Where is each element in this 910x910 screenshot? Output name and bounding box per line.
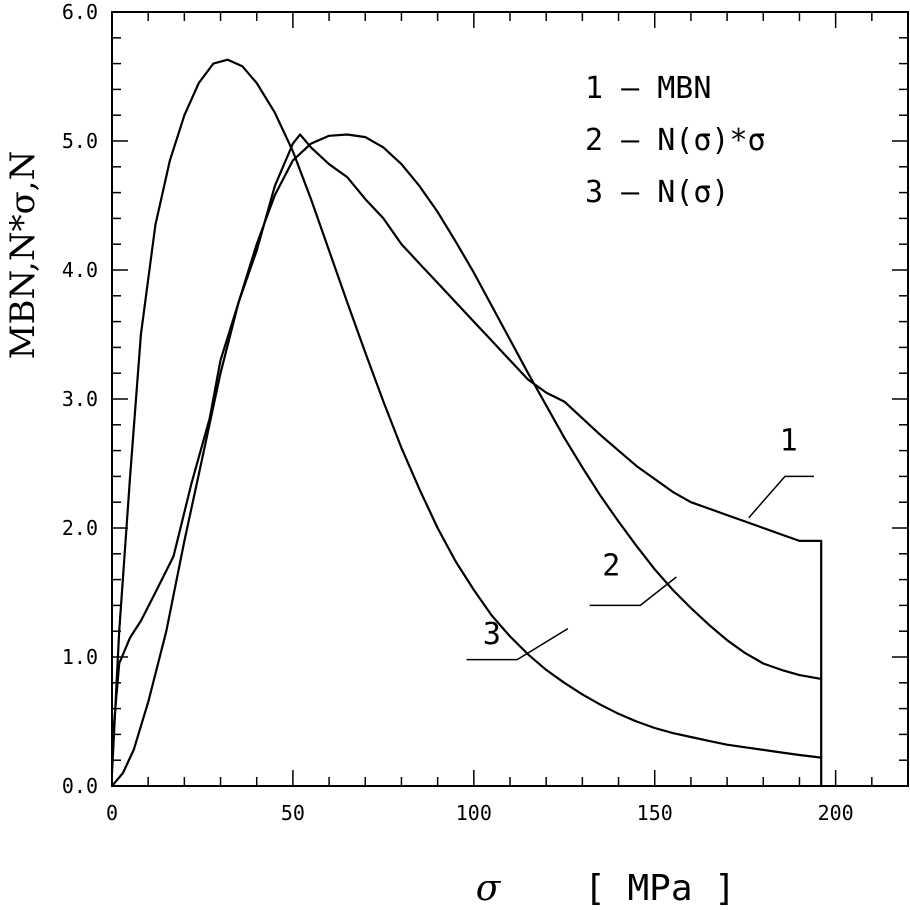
x-tick-label: 0 [106,801,118,825]
curve-3-number: 3 [483,617,501,652]
y-axis-label: MBN,N*σ,N [3,151,43,360]
y-tick-label: 0.0 [62,774,98,798]
plot-frame [111,11,909,787]
curve-2-leader [589,576,677,607]
series-line-3 [110,58,823,775]
y-tick-label: 2.0 [62,516,98,540]
y-tick-label: 1.0 [62,645,98,669]
x-tick-label: 50 [281,801,305,825]
curve-1-number: 1 [780,424,798,459]
x-tick-label: 150 [637,801,673,825]
series-line-2 [110,133,823,788]
legend-entry-3: 3 – N(σ) [585,175,730,210]
curve-3-leader [466,627,569,661]
y-tick-label: 4.0 [62,258,98,282]
legend-entry-2: 2 – N(σ)*σ [585,123,766,158]
curve-2-number: 2 [602,549,620,584]
x-axis-unit: [ MPa ] [584,868,736,909]
y-tick-label: 5.0 [62,129,98,153]
series-line-1 [110,133,823,788]
x-tick-label: 200 [818,801,854,825]
curve-1-leader [748,475,814,519]
legend-entry-1: 1 – MBN [585,71,711,106]
x-tick-label: 100 [456,801,492,825]
y-tick-label: 3.0 [62,387,98,411]
y-tick-label: 6.0 [62,0,98,24]
x-axis-label: σ [476,868,502,909]
